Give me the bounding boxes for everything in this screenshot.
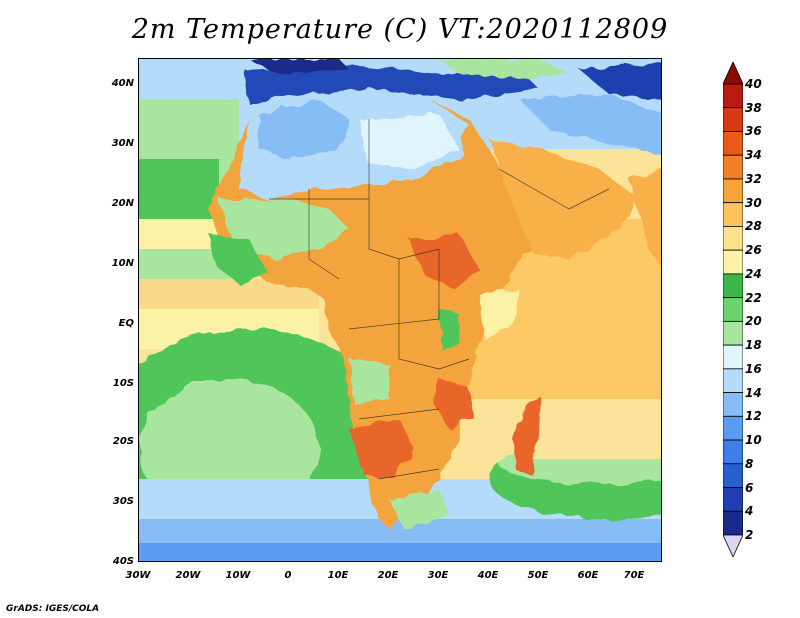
colorbar-swatch [723,273,743,299]
colorbar-swatch [723,463,743,488]
colorbar-swatch [723,83,743,109]
colorbar-label: 24 [745,266,762,281]
x-axis-label: 10W [225,570,251,581]
colorbar-swatch [723,439,743,465]
colorbar-swatch [723,368,743,393]
colorbar-label: 26 [745,243,762,258]
hot-region-east [409,234,479,289]
colorbar-swatch [723,510,743,536]
colorbar-label: 40 [745,77,762,91]
colorbar-label: 8 [745,456,754,471]
colorbar-top-triangle [723,62,743,85]
x-axis-label: 10E [327,570,349,581]
x-axis-label: 20E [377,570,399,581]
colorbar-label: 12 [745,409,762,424]
colorbar-label: 38 [745,100,762,115]
colorbar-swatch [723,320,743,346]
colorbar-label: 6 [745,480,754,495]
colorbar-label: 10 [745,433,762,448]
colorbar-swatch [723,344,743,370]
x-axis-label: 0 [284,570,292,581]
y-axis-label: 30S [112,496,134,507]
arabian-peninsula [489,139,639,259]
country-borders [269,119,610,480]
page-title: 2m Temperature (C) VT:2020112809 [131,14,669,45]
colorbar-label: 2 [745,528,754,542]
colorbar-label: 4 [745,504,754,519]
y-axis-label: 10N [111,258,134,269]
y-axis-label: 10S [112,378,134,389]
y-axis-label: 40N [111,78,134,89]
colorbar-label: 36 [745,124,762,139]
colorbar-label: 16 [745,361,762,376]
y-axis-label: EQ [118,318,134,329]
colorbar-label: 22 [745,290,762,305]
colorbar-label: 14 [745,385,762,400]
colorbar-swatch [723,202,743,227]
x-axis-label: 70E [623,570,645,581]
colorbar-label: 32 [745,171,762,186]
colorbar-swatch [723,487,743,512]
x-axis-label: 60E [577,570,599,581]
colorbar-label: 20 [745,314,762,329]
y-axis-label: 20N [111,198,134,209]
colorbar-swatch [723,249,743,275]
y-axis-label: 40S [112,556,134,567]
colorbar-swatch [723,107,743,132]
india [629,169,661,267]
colorbar-swatch [723,154,743,180]
colorbar-label: 18 [745,338,762,353]
colorbar-swatch [723,178,743,204]
y-axis-label: 30N [111,138,134,149]
x-axis-label: 30W [125,570,151,581]
temperature-map [138,58,662,562]
y-axis-label: 20S [112,436,134,447]
x-axis-label: 20W [175,570,201,581]
x-axis-label: 40E [477,570,499,581]
colorbar-label: 30 [745,195,762,210]
x-axis-label: 30E [427,570,449,581]
footer-credit: GrADS: IGES/COLA [6,604,100,614]
colorbar-swatch [723,415,743,441]
colorbar [723,62,743,557]
colorbar-label: 28 [745,219,762,234]
x-axis-label: 50E [527,570,549,581]
colorbar-swatch [723,226,743,251]
colorbar-swatch [723,131,743,156]
colorbar-bottom-triangle [723,534,743,557]
colorbar-swatch [723,392,743,417]
colorbar-swatch [723,297,743,322]
colorbar-label: 34 [745,148,762,163]
madagascar [513,397,541,474]
